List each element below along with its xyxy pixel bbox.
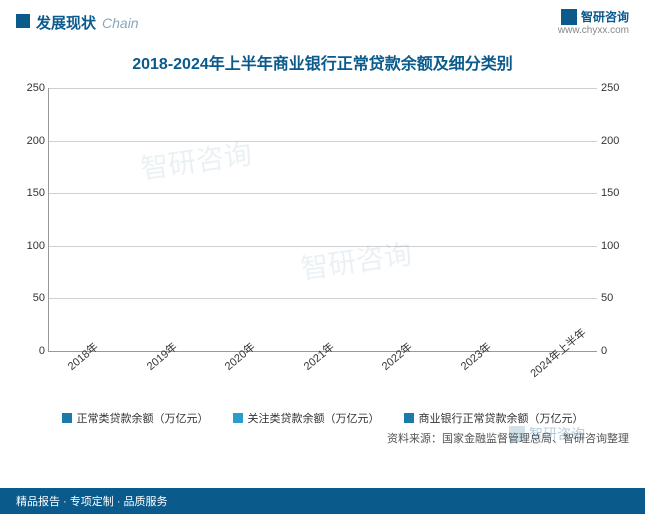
chart-area: 005050100100150150200200250250 2018年2019… xyxy=(36,88,609,406)
chart-title: 2018-2024年上半年商业银行正常贷款余额及细分类别 xyxy=(0,40,645,88)
y-label-left: 0 xyxy=(19,345,45,357)
source-text: 资料来源：国家金融监督管理总局、智研咨询整理 xyxy=(0,428,645,448)
legend-label: 商业银行正常贷款余额（万亿元） xyxy=(419,410,584,426)
legend-label: 正常类贷款余额（万亿元） xyxy=(77,410,209,426)
header-title: 发展现状 xyxy=(36,12,96,33)
y-label-left: 250 xyxy=(19,82,45,94)
legend-item: 关注类贷款余额（万亿元） xyxy=(233,410,380,426)
y-label-left: 150 xyxy=(19,187,45,199)
y-label-left: 200 xyxy=(19,135,45,147)
x-labels: 2018年2019年2020年2021年2022年2023年2024年上半年 xyxy=(48,356,597,406)
header-right: 智研咨询 www.chyxx.com xyxy=(558,8,629,36)
logo-text: 智研咨询 xyxy=(581,8,629,25)
header-left: 发展现状 Chain xyxy=(16,12,139,33)
header-chain: Chain xyxy=(102,15,139,31)
url-text: www.chyxx.com xyxy=(558,25,629,36)
y-label-right: 0 xyxy=(601,345,627,357)
y-label-right: 200 xyxy=(601,135,627,147)
logo-row: 智研咨询 xyxy=(558,8,629,25)
legend-item: 正常类贷款余额（万亿元） xyxy=(62,410,209,426)
legend: 正常类贷款余额（万亿元） 关注类贷款余额（万亿元） 商业银行正常贷款余额（万亿元） xyxy=(0,406,645,428)
y-label-right: 50 xyxy=(601,292,627,304)
legend-label: 关注类贷款余额（万亿元） xyxy=(248,410,380,426)
legend-swatch xyxy=(404,413,414,423)
y-label-right: 150 xyxy=(601,187,627,199)
y-label-left: 50 xyxy=(19,292,45,304)
legend-swatch xyxy=(62,413,72,423)
y-label-right: 100 xyxy=(601,240,627,252)
square-icon xyxy=(16,14,30,28)
bars-container xyxy=(49,88,597,351)
legend-item: 商业银行正常贷款余额（万亿元） xyxy=(404,410,584,426)
plot: 005050100100150150200200250250 xyxy=(48,88,597,352)
header: 发展现状 Chain 智研咨询 www.chyxx.com xyxy=(0,0,645,40)
footer: 精品报告 · 专项定制 · 品质服务 xyxy=(0,488,645,514)
y-label-right: 250 xyxy=(601,82,627,94)
logo-icon xyxy=(561,9,577,25)
legend-swatch xyxy=(233,413,243,423)
y-label-left: 100 xyxy=(19,240,45,252)
